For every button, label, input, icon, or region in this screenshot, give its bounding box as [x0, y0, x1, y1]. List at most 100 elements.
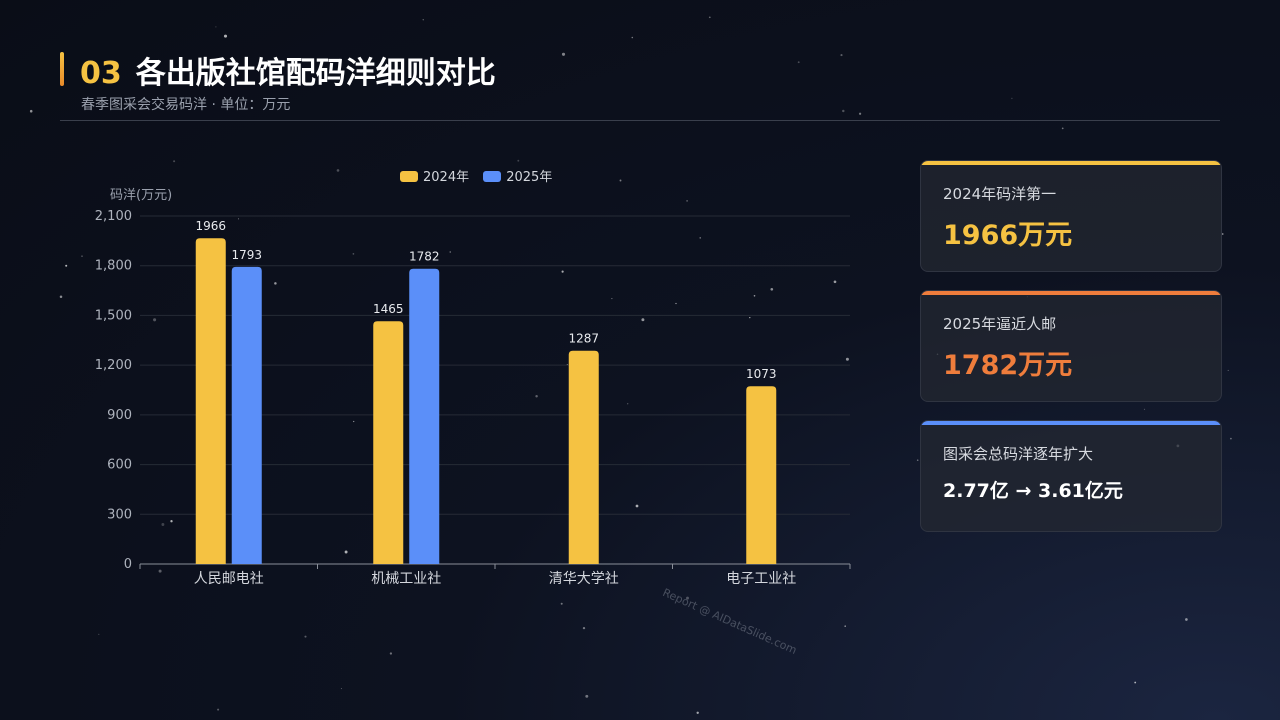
stat-card-total-growth: 图采会总码洋逐年扩大 2.77亿 → 3.61亿元 [920, 420, 1222, 532]
bar-2024 [568, 350, 599, 564]
y-tick-label: 300 [107, 507, 132, 522]
star-dot [344, 550, 348, 554]
bar-chart: 码洋(万元) 0 300 600 900 1,200 1,500 1,800 2,100 人民邮电… [95, 188, 851, 587]
data-label: 1966 [195, 219, 226, 233]
star-dot [840, 54, 843, 57]
y-tick-label: 1,500 [95, 308, 132, 323]
y-tick-label: 0 [124, 557, 132, 572]
legend-swatch-2025 [483, 171, 502, 182]
y-axis-title: 码洋(万元) [110, 188, 172, 203]
star-dot [842, 109, 845, 113]
star-dot [686, 200, 688, 202]
y-tick-label: 1,200 [95, 358, 132, 373]
y-tick-label: 900 [107, 408, 132, 423]
card-value: 1966万元 [943, 220, 1073, 251]
star-dot [641, 318, 645, 322]
star-dot [1061, 127, 1064, 130]
card-value: 1782万元 [943, 350, 1073, 381]
bar-2024 [373, 321, 404, 564]
star-dot [749, 317, 751, 319]
star-dot [833, 280, 837, 284]
x-tick-label: 电子工业社 [726, 571, 796, 587]
star-dot [753, 294, 756, 297]
star-dot [352, 253, 355, 255]
star-dot [561, 52, 566, 56]
star-dot [560, 602, 563, 605]
title-text: 各出版社馆配码洋细则对比 [135, 56, 496, 91]
title-accent-bar [60, 52, 64, 86]
star-dot [619, 179, 622, 182]
page-subtitle: 春季图采会交易码洋 · 单位：万元 [81, 97, 291, 113]
star-dot [217, 708, 220, 711]
star-dot [215, 26, 217, 28]
star-dot [770, 287, 774, 291]
star-dot [449, 251, 451, 253]
star-dot [1221, 233, 1224, 235]
star-dot [340, 688, 342, 690]
star-dot [699, 237, 701, 239]
star-dot [561, 270, 564, 273]
star-dot [170, 520, 173, 523]
x-tick-label: 清华大学社 [549, 571, 619, 587]
card-label: 2025年逼近人邮 [943, 315, 1057, 333]
star-dot [158, 569, 162, 573]
data-label: 1782 [409, 250, 440, 264]
section-number: 03 [80, 56, 122, 91]
star-dot [696, 711, 699, 714]
star-dot [611, 298, 613, 300]
star-dot [675, 302, 677, 305]
card-value: 2.77亿 → 3.61亿元 [943, 480, 1123, 502]
star-dot [631, 36, 634, 39]
star-dot [1227, 369, 1229, 371]
card-label: 2024年码洋第一 [943, 185, 1057, 203]
bar-2024 [746, 386, 777, 564]
legend-label-2025: 2025年 [506, 170, 553, 185]
star-dot [81, 255, 83, 257]
star-dot [916, 459, 919, 461]
star-dot [1134, 681, 1137, 684]
star-dot [304, 635, 307, 638]
star-dot [59, 295, 63, 299]
star-dot [65, 264, 68, 267]
x-tick-label: 人民邮电社 [194, 571, 264, 587]
legend-swatch-2024 [400, 171, 418, 182]
page-title: 03 各出版社馆配码洋细则对比 [80, 48, 496, 92]
star-dot [153, 318, 157, 322]
star-dot [223, 34, 228, 38]
star-dot [535, 394, 538, 398]
star-dot [237, 218, 240, 220]
star-dot [845, 357, 849, 361]
star-dot [582, 626, 586, 630]
star-dot [1185, 618, 1188, 621]
data-label: 1073 [746, 367, 777, 381]
legend-label-2024: 2024年 [423, 170, 470, 185]
card-label: 图采会总码洋逐年扩大 [943, 445, 1094, 463]
card-top-bar [921, 161, 1221, 165]
star-dot [336, 169, 340, 172]
star-dot [585, 694, 589, 698]
y-tick-label: 2,100 [95, 209, 132, 224]
data-label: 1793 [231, 248, 262, 262]
star-dot [173, 160, 176, 163]
star-dot [686, 596, 689, 600]
x-tick-label: 机械工业社 [371, 571, 441, 587]
star-dot [422, 19, 424, 21]
card-top-bar [921, 421, 1221, 425]
star-dot [708, 16, 711, 19]
star-dot [844, 625, 846, 627]
legend-item-2024[interactable]: 2024年 [400, 166, 469, 185]
y-tick-label: 600 [107, 458, 132, 473]
star-dot [389, 652, 393, 655]
star-dot [517, 159, 520, 162]
star-dot [635, 504, 639, 508]
bar-2025 [231, 266, 262, 564]
star-dot [1143, 408, 1146, 410]
legend-item-2025[interactable]: 2025年 [483, 166, 552, 185]
chart-legend[interactable]: 2024年 2025年 [400, 166, 562, 185]
y-tick-label: 1,800 [95, 259, 132, 274]
header-divider [60, 120, 1220, 121]
star-dot [161, 523, 165, 526]
star-dot [98, 633, 100, 635]
star-dot [627, 403, 629, 405]
data-label: 1287 [568, 332, 599, 346]
